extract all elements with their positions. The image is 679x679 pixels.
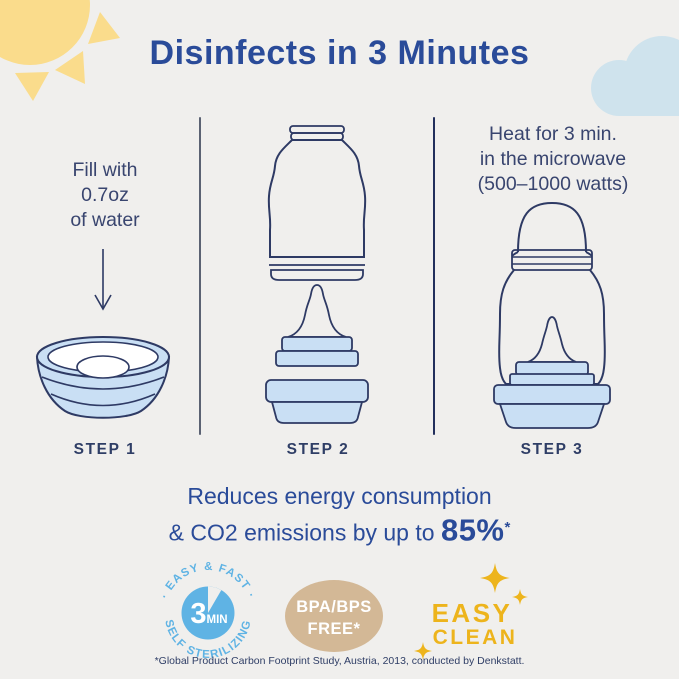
step3-instruction-line: in the microwave [479, 148, 627, 170]
easy-clean-badge: EASY CLEAN [414, 563, 528, 660]
step1-instruction-line: of water [70, 209, 140, 231]
energy-claim-line2: & CO2 emissions by up to 85%* [0, 512, 679, 549]
step1-label: STEP 1 [73, 441, 137, 458]
column-divider-left [199, 117, 201, 435]
column-divider-right [433, 117, 435, 435]
timer-text: 3MIN [190, 598, 227, 630]
page-title: Disinfects in 3 Minutes [149, 34, 530, 72]
bottle-parts-illustration [265, 125, 369, 424]
step2-label: STEP 2 [286, 441, 350, 458]
energy-claim-percentage: 85% [440, 512, 505, 548]
sparkle-icon [512, 589, 528, 605]
energy-claim-line2-text: & CO2 emissions by up to [168, 519, 441, 546]
step3-instruction: Heat for 3 min. in the microwave (500–10… [443, 122, 663, 197]
timer-wedge-icon [208, 586, 222, 613]
bpa-free-line1: BPA/BPS [296, 598, 372, 616]
footnote: *Global Product Carbon Footprint Study, … [154, 655, 525, 667]
step1-instruction: Fill with 0.7oz of water [10, 158, 200, 233]
assembled-bottle-illustration [493, 201, 611, 429]
sparkle-icon [414, 642, 432, 660]
self-sterilizing-badge: 3MIN · EASY & FAST · SELF STERILIZING [159, 561, 256, 661]
step1-instruction-line: 0.7oz [81, 184, 129, 206]
energy-claim-asterisk: * [504, 519, 511, 536]
sterilizer-bowl-illustration [35, 336, 171, 419]
energy-claim-line1: Reduces energy consumption [187, 483, 492, 509]
bpa-free-badge: BPA/BPS FREE* [285, 580, 383, 652]
easy-clean-line2: CLEAN [433, 626, 518, 649]
cloud-icon [591, 36, 679, 116]
step3-label: STEP 3 [520, 441, 584, 458]
bpa-free-line2: FREE* [308, 620, 361, 638]
down-arrow-icon [94, 249, 112, 311]
step1-instruction-line: Fill with [72, 159, 138, 181]
step3-instruction-line: (500–1000 watts) [477, 173, 629, 195]
sun-icon [0, 0, 120, 101]
sparkle-icon [480, 563, 510, 593]
energy-claim: Reduces energy consumption & CO2 emissio… [0, 481, 679, 549]
step3-instruction-line: Heat for 3 min. [489, 123, 617, 145]
easy-clean-line1: EASY [432, 598, 513, 628]
